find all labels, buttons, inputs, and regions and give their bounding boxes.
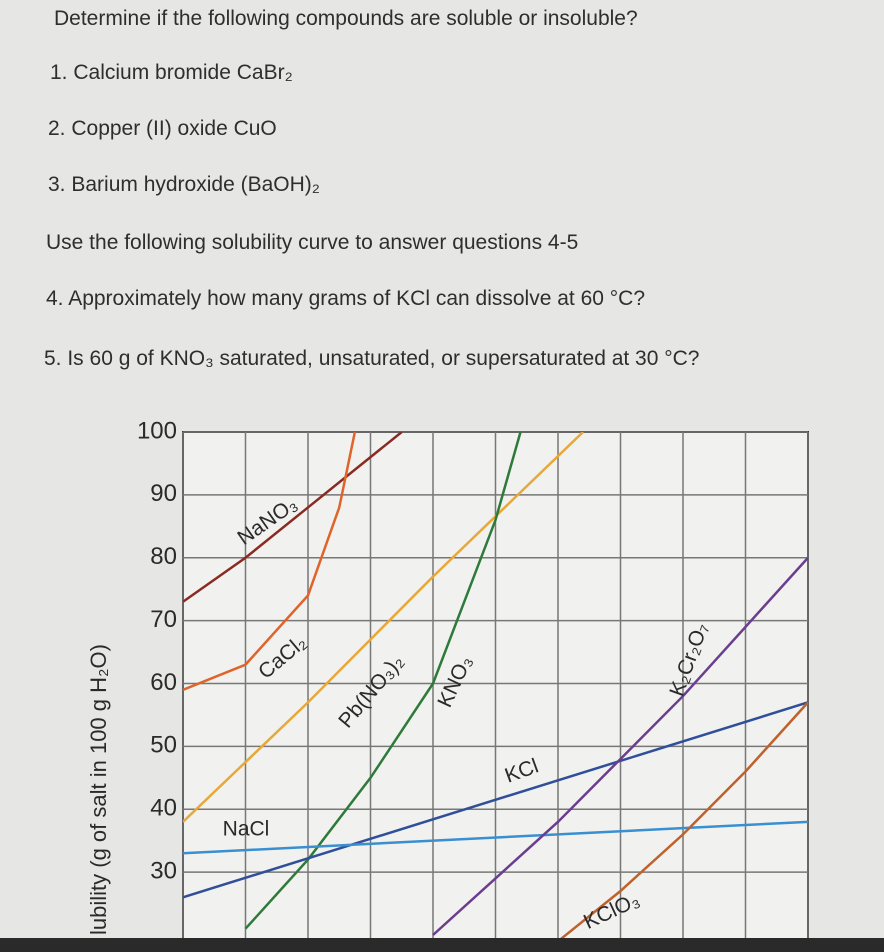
solubility-curve <box>432 556 808 936</box>
y-tick-label: 40 <box>150 795 177 822</box>
y-tick-label: 50 <box>150 732 177 759</box>
question: 3. Barium hydroxide (BaOH)₂ <box>48 173 320 196</box>
solubility-curve <box>557 701 808 943</box>
y-tick-label: 60 <box>150 669 177 696</box>
solubility-curve <box>244 432 522 930</box>
heading: Determine if the following compounds are… <box>54 7 638 30</box>
y-tick-label: 90 <box>150 480 177 507</box>
question: 5. Is 60 g of KNO₃ saturated, unsaturate… <box>44 347 700 370</box>
photo-edge <box>0 938 884 952</box>
y-tick-label: 80 <box>150 543 177 570</box>
question: 4. Approximately how many grams of KCl c… <box>46 287 645 310</box>
question: 1. Calcium bromide CaBr₂ <box>50 61 293 84</box>
solubility-curve <box>183 432 357 691</box>
solubility-curve <box>183 432 403 603</box>
y-tick-label: 70 <box>150 606 177 633</box>
solubility-curve <box>183 701 808 899</box>
y-tick-label: 30 <box>150 857 177 884</box>
question: 2. Copper (II) oxide CuO <box>48 117 277 140</box>
y-tick-label: 100 <box>137 417 177 444</box>
y-axis-label: lubility (g of salt in 100 g H₂O) <box>86 644 111 935</box>
solubility-curve <box>183 820 808 855</box>
solubility-curve <box>183 432 584 823</box>
curve-label: NaCl <box>223 818 270 841</box>
instruction: Use the following solubility curve to an… <box>46 231 578 254</box>
